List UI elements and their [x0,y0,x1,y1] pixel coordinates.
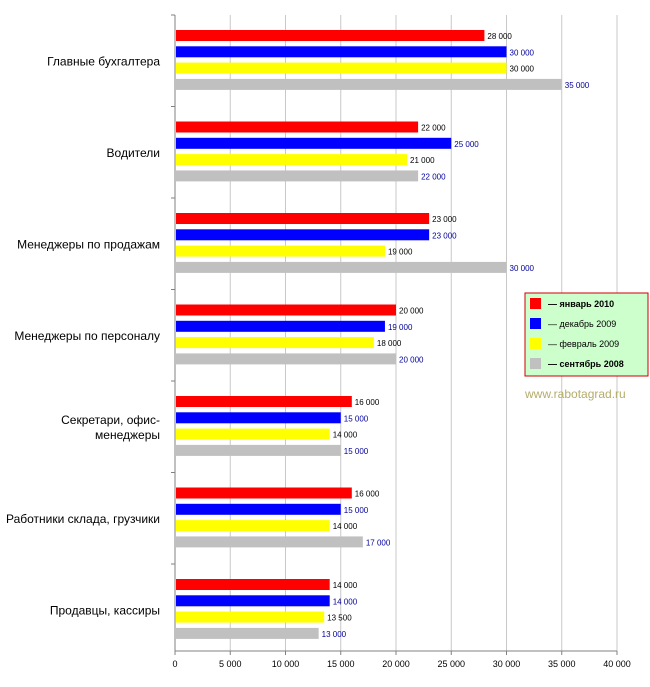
bar [176,337,374,349]
bar [176,579,330,590]
bar [176,536,363,548]
bar-value-label: 21 000 [410,156,435,165]
bar [176,320,385,332]
x-tick-label: 0 [172,659,177,669]
watermark-text: www.rabotagrad.ru [524,387,626,401]
bar [176,487,352,499]
x-tick-label: 25 000 [437,659,465,669]
bar [176,30,485,41]
legend-box [524,292,649,377]
bar [176,213,430,224]
x-tick-label: 20 000 [382,659,410,669]
bar-value-label: 22 000 [421,124,446,133]
bar-value-label: 13 500 [327,614,352,623]
bar-value-label: 20 000 [399,355,424,364]
x-tick-label: 5 000 [219,659,242,669]
x-tick-label: 10 000 [272,659,300,669]
bar-value-label: 15 000 [344,506,369,515]
bar [176,62,507,74]
bar [176,611,325,623]
bar-value-label: 16 000 [355,398,380,407]
category-label: Секретари, офис- [61,413,160,427]
bar [176,154,408,166]
legend-label: — январь 2010 [548,299,614,309]
bar [176,245,385,257]
bar [176,170,419,182]
bar-value-label: 22 000 [421,172,446,181]
bar [176,595,330,607]
bar-value-label: 15 000 [344,447,369,456]
axes [171,14,618,655]
legend-swatch [530,298,541,309]
bar-value-label: 14 000 [333,597,358,606]
legend-swatch [530,358,541,369]
bar [176,444,341,456]
category-label: Менеджеры по продажам [17,238,160,252]
bar-value-label: 19 000 [388,323,413,332]
legend-swatch [530,318,541,329]
bar-value-label: 35 000 [565,81,590,90]
x-tick-label: 35 000 [548,659,576,669]
bars [176,30,562,639]
bar-value-label: 25 000 [454,140,479,149]
bar [176,261,507,273]
bar [176,78,562,90]
category-label: Менеджеры по персоналу [14,329,160,343]
legend: — январь 2010 — декабрь 2009 — февраль 200… [524,292,649,377]
bar-value-label: 17 000 [366,538,391,547]
bar [176,353,396,365]
category-labels: Главные бухгалтера Водители Менеджеры по п… [6,55,160,618]
bar [176,121,419,133]
value-labels: 28 000 30 000 30 000 35 000 22 000 25 000 21 0… [322,32,590,639]
bar [176,520,330,532]
bar-value-label: 30 000 [510,65,535,74]
bar-value-label: 15 000 [344,414,369,423]
x-tick-label: 30 000 [493,659,521,669]
bar [176,46,507,58]
category-label: менеджеры [95,428,160,442]
bar [176,229,430,241]
bar [176,396,352,407]
bar-value-label: 28 000 [487,32,512,41]
legend-label: — февраль 2009 [548,339,619,349]
category-label: Работники склада, грузчики [6,512,160,526]
legend-label: — декабрь 2009 [548,319,616,329]
bar-value-label: 14 000 [333,522,358,531]
x-tick-label: 40 000 [603,659,631,669]
grid-lines [229,15,618,651]
category-label: Главные бухгалтера [47,55,160,69]
x-tick-labels: 0 5 000 10 000 15 000 20 000 25 000 30 000 35 0… [172,659,630,669]
bar-value-label: 18 000 [377,339,402,348]
bar-value-label: 14 000 [333,581,358,590]
bar-value-label: 20 000 [399,307,424,316]
bar-value-label: 30 000 [510,264,535,273]
x-tick-label: 15 000 [327,659,355,669]
bar [176,503,341,515]
category-label: Продавцы, кассиры [50,604,160,618]
bar [176,627,319,639]
bar [176,137,452,149]
bar [176,304,396,316]
category-label: Водители [107,146,160,160]
bar-value-label: 23 000 [432,215,457,224]
bar-value-label: 14 000 [333,431,358,440]
legend-swatch [530,338,541,349]
bar-value-label: 13 000 [322,630,347,639]
bar-value-label: 16 000 [355,490,380,499]
bar-value-label: 30 000 [510,48,535,57]
legend-label: — сентябрь 2008 [548,359,624,369]
bar-value-label: 19 000 [388,248,413,257]
bar [176,428,330,440]
bar [176,412,341,424]
bar-value-label: 23 000 [432,231,457,240]
